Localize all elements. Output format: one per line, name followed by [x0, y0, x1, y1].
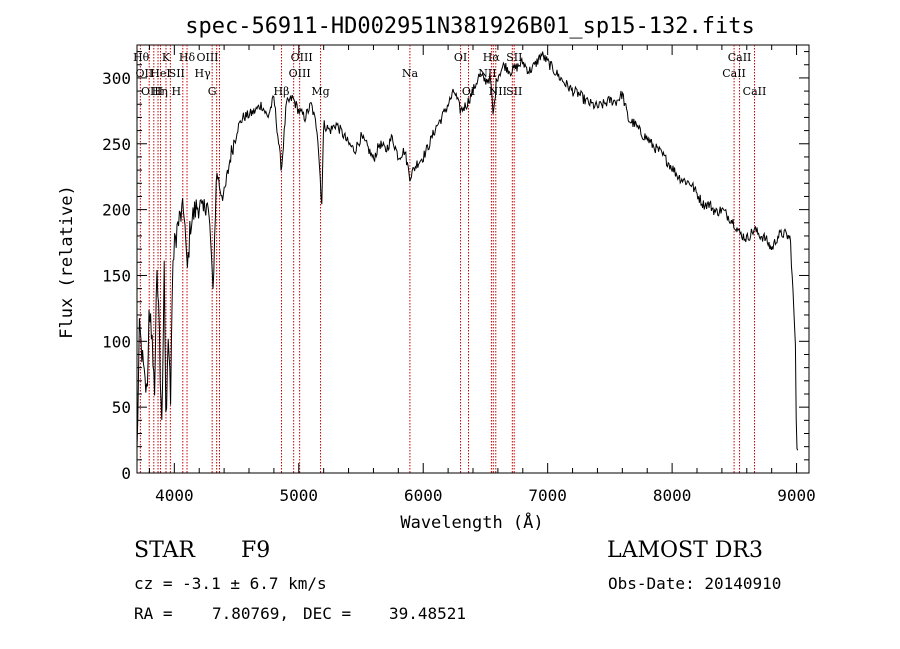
line-label-17: OI	[454, 51, 467, 64]
line-label-9: OIII	[196, 51, 218, 64]
y-tick-label-3: 150	[102, 266, 131, 285]
y-tick-label-2: 100	[102, 332, 131, 351]
line-label-22: SII	[506, 51, 522, 64]
line-label-7: H	[172, 85, 182, 98]
plot-frame	[136, 44, 810, 474]
line-label-15: Mg	[311, 85, 329, 98]
line-label-1: OII	[136, 67, 154, 80]
line-label-8: Hδ	[179, 51, 196, 64]
x-tick-label-0: 4000	[155, 486, 194, 505]
chart-title: spec-56911-HD002951N381926B01_sp15-132.f…	[185, 14, 755, 39]
x-tick-label-4: 8000	[653, 486, 692, 505]
line-label-5: Hη	[152, 85, 168, 98]
line-label-20: NII	[478, 67, 496, 80]
x-tick-label-3: 7000	[528, 486, 567, 505]
x-tick-label-2: 6000	[404, 486, 443, 505]
redshift-text: cz = -3.1 ± 6.7 km/s	[134, 574, 327, 593]
line-label-23: SII	[506, 85, 522, 98]
x-tick-label-1: 5000	[280, 486, 319, 505]
line-label-26: CaII	[743, 85, 767, 98]
line-label-14: OIII	[289, 67, 311, 80]
x-axis-label: Wavelength (Å)	[400, 511, 543, 533]
y-axis-label: Flux (relative)	[57, 185, 77, 339]
line-label-4: HeI	[150, 67, 170, 80]
line-label-3: K	[162, 51, 171, 64]
y-tick-label-5: 250	[102, 135, 131, 154]
line-label-25: CaII	[728, 51, 752, 64]
survey-label: LAMOST DR3	[607, 538, 763, 563]
spectrum-chart: spec-56911-HD002951N381926B01_sp15-132.f…	[57, 14, 816, 533]
dec-label: DEC =	[303, 604, 352, 623]
y-tick-label-6: 300	[102, 69, 131, 88]
line-label-10: Hγ	[195, 67, 212, 80]
line-label-16: Na	[402, 67, 419, 80]
y-tick-label-0: 0	[121, 464, 131, 483]
line-label-0: Hθ	[133, 51, 150, 64]
dec-value: 39.48521	[389, 604, 467, 623]
class-label: STAR	[134, 538, 195, 563]
x-tick-label-5: 9000	[777, 486, 816, 505]
line-label-11: G	[208, 85, 217, 98]
line-label-19: Hα	[483, 51, 501, 64]
ra-value: 7.80769,	[212, 604, 290, 623]
line-label-6: SII	[169, 67, 185, 80]
y-tick-label-4: 200	[102, 201, 131, 220]
line-label-24: CaII	[722, 67, 746, 80]
subclass-label: F9	[241, 538, 271, 563]
line-label-21: NII	[489, 85, 507, 98]
ra-label: RA =	[134, 604, 173, 623]
spectrum-line	[136, 51, 799, 451]
line-label-18: OI	[462, 85, 475, 98]
obs-date-text: Obs-Date: 20140910	[608, 574, 782, 593]
line-label-13: OIII	[291, 51, 313, 64]
y-tick-label-1: 50	[112, 398, 131, 417]
line-label-12: Hβ	[274, 85, 290, 98]
line-label-2: OIII	[141, 85, 163, 98]
